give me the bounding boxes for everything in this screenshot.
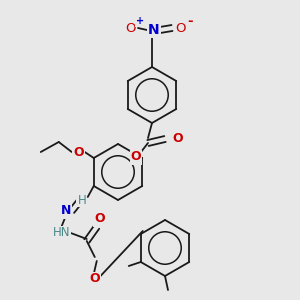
Text: O: O: [131, 151, 141, 164]
Text: HN: HN: [53, 226, 70, 239]
Text: O: O: [89, 272, 100, 286]
Text: O: O: [173, 131, 183, 145]
Text: H: H: [77, 194, 86, 206]
Text: +: +: [136, 16, 144, 26]
Text: O: O: [125, 22, 135, 34]
Text: N: N: [148, 23, 160, 37]
Text: O: O: [74, 146, 84, 158]
Text: N: N: [61, 205, 71, 218]
Text: -: -: [187, 14, 193, 28]
Text: O: O: [94, 212, 105, 226]
Text: O: O: [175, 22, 185, 34]
